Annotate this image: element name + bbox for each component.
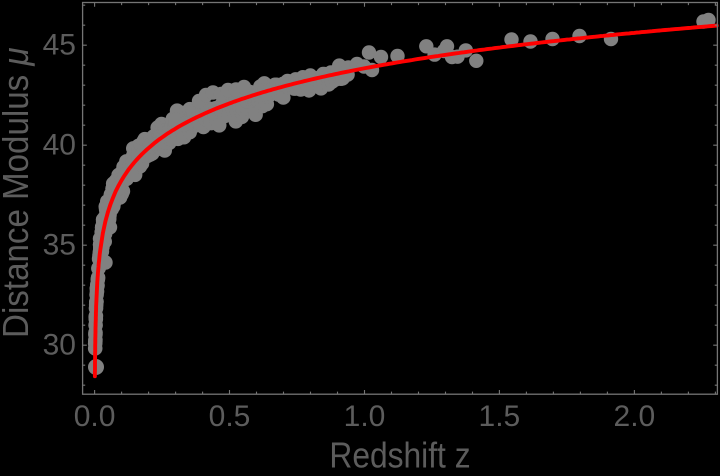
svg-text:1.5: 1.5: [479, 400, 521, 433]
svg-text:1.0: 1.0: [344, 400, 386, 433]
svg-text:35: 35: [43, 228, 76, 261]
svg-text:30: 30: [43, 328, 76, 361]
svg-text:40: 40: [43, 128, 76, 161]
svg-text:0.5: 0.5: [209, 400, 251, 433]
svg-text:45: 45: [43, 28, 76, 61]
svg-text:2.0: 2.0: [614, 400, 656, 433]
svg-text:0.0: 0.0: [74, 400, 116, 433]
svg-text:Distance Modulus μ: Distance Modulus μ: [0, 47, 36, 338]
svg-text:Redshift z: Redshift z: [329, 436, 470, 476]
